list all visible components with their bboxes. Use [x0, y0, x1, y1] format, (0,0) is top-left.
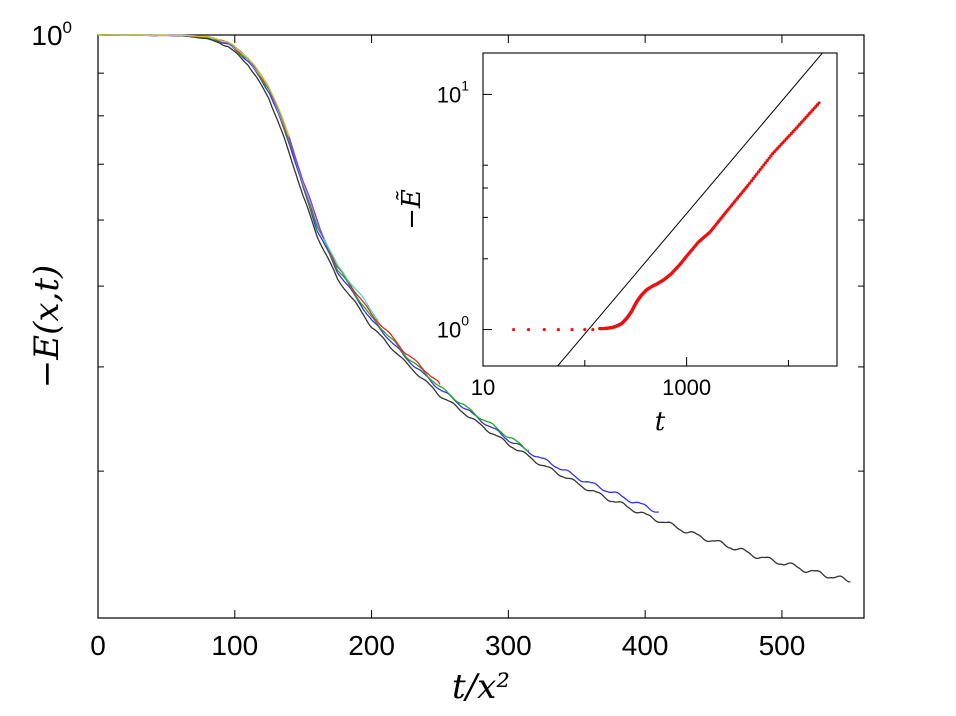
inset-data-point [748, 181, 752, 185]
inset-x-axis-title: t [655, 407, 666, 437]
inset-data-point [767, 156, 771, 160]
x-tick-label: 0 [90, 630, 106, 661]
inset-data-point [591, 327, 595, 332]
inset-y-axis-title: −Ẽ [395, 189, 427, 230]
inset-data-point [756, 170, 761, 174]
inset-data-point [760, 165, 764, 169]
x-tick-label: 400 [622, 630, 669, 661]
inset-data-point [758, 167, 762, 172]
inset-y-tick-label: 101 [437, 77, 469, 107]
inset-data-point [769, 154, 773, 158]
inset-data-point [755, 172, 759, 176]
main-series-line [98, 34, 325, 239]
inset-x-tick-label: 10 [471, 375, 495, 400]
x-tick-label: 500 [759, 630, 806, 661]
main-series-line [97, 34, 851, 583]
x-axis-title: t/x² [452, 667, 510, 707]
inset-data-point [570, 327, 574, 332]
y-axis-title: −E(x,t) [27, 265, 67, 388]
y-tick-label: 100 [31, 18, 72, 51]
inset-reference-line [556, 53, 824, 366]
x-tick-label: 300 [485, 630, 532, 661]
inset-data-point [583, 327, 587, 332]
main-plot-frame [97, 34, 865, 619]
x-tick-label: 200 [348, 630, 395, 661]
inset-data [512, 53, 824, 366]
main-plot: 0 100 200 300 400 500 100 t/x² −E(x,t) [27, 18, 865, 707]
inset-data-point [763, 161, 768, 165]
inset-data-point [762, 163, 766, 167]
inset-data-point [526, 327, 531, 332]
inset-y-tick-label: 100 [437, 313, 469, 343]
inset-x-tick-label: 1000 [662, 375, 711, 400]
inset-data-point [746, 183, 750, 188]
main-series-line [97, 34, 291, 138]
inset-data-point [817, 101, 821, 105]
inset-data-point [542, 327, 546, 332]
inset-data-point [749, 179, 754, 183]
x-tick-label: 100 [211, 630, 258, 661]
inset-data-point [753, 174, 757, 178]
inset-data-point [556, 327, 560, 332]
inset-plot: 10 1000 100 101 t −Ẽ [395, 52, 838, 437]
main-series-line [98, 34, 530, 452]
inset-frame [482, 52, 838, 367]
inset-data-point [765, 158, 769, 163]
inset-data-point [512, 327, 516, 332]
inset-data-point [751, 177, 755, 181]
